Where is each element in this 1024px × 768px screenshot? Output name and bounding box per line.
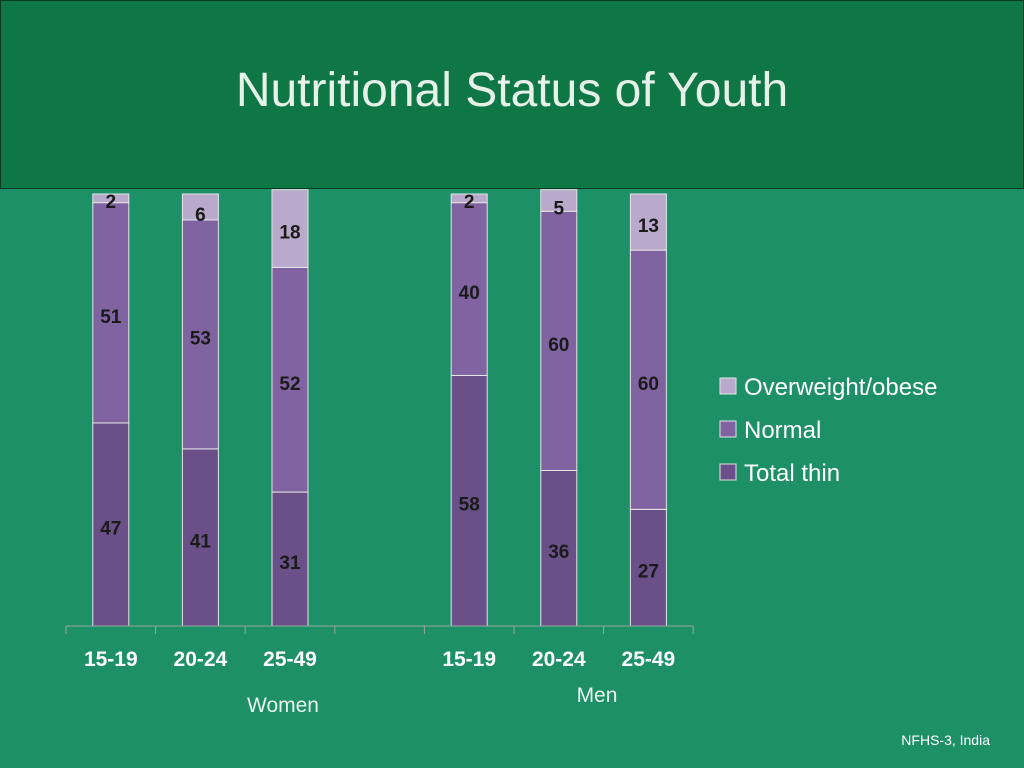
group-label-women: Women <box>247 694 319 717</box>
bar-segment-normal-5 <box>540 210 578 471</box>
x-tick-label: 20-24 <box>532 648 586 671</box>
legend-swatch-overweight-obese <box>719 377 737 395</box>
data-label: 60 <box>638 374 659 395</box>
bar-segment-overweight-obese-1 <box>181 193 219 221</box>
title-bar: Nutritional Status of Youth <box>0 0 1024 189</box>
x-tick-label: 15-19 <box>84 648 138 671</box>
group-label-men: Men <box>577 684 618 707</box>
data-label: 51 <box>100 307 122 328</box>
bar-segment-overweight-obese-6 <box>629 193 667 251</box>
bar-segment-overweight-obese-4 <box>450 193 488 204</box>
data-label: 40 <box>459 283 480 304</box>
x-tick-label: 25-49 <box>622 648 676 671</box>
data-label: 27 <box>638 562 659 583</box>
legend-swatch-normal <box>719 420 737 438</box>
bar-segment-total-thin-4 <box>450 374 488 627</box>
bar-segment-overweight-obese-0 <box>92 193 130 204</box>
data-label: 41 <box>190 531 212 552</box>
bar-segment-overweight-obese-2 <box>271 189 309 268</box>
data-label: 60 <box>548 335 569 356</box>
bar-segment-total-thin-2 <box>271 491 309 627</box>
data-label: 2 <box>464 192 475 213</box>
x-tick-label: 15-19 <box>442 648 496 671</box>
bar-segment-total-thin-5 <box>540 469 578 627</box>
bar-segment-total-thin-6 <box>629 508 667 627</box>
bar-segment-overweight-obese-5 <box>540 189 578 212</box>
legend-label-normal: Normal <box>744 417 821 444</box>
page-title: Nutritional Status of Youth <box>235 64 789 117</box>
bar-segment-normal-0 <box>92 202 130 424</box>
data-label: 18 <box>279 223 300 244</box>
legend-swatch-total-thin <box>719 463 737 481</box>
x-tick-label: 20-24 <box>174 648 228 671</box>
data-label: 5 <box>554 198 565 219</box>
data-label: 53 <box>190 328 211 349</box>
data-label: 6 <box>195 205 206 226</box>
x-tick-label: 25-49 <box>263 648 317 671</box>
bar-segment-normal-4 <box>450 202 488 376</box>
data-label: 13 <box>638 216 659 237</box>
data-label: 58 <box>459 495 480 516</box>
bar-segment-normal-6 <box>629 249 667 510</box>
legend-label-total-thin: Total thin <box>744 460 840 487</box>
bar-segment-normal-1 <box>181 219 219 450</box>
data-label: 31 <box>279 553 301 574</box>
source-note: NFHS-3, India <box>901 732 990 748</box>
data-label: 2 <box>106 192 117 213</box>
legend-label-overweight-obese: Overweight/obese <box>744 374 937 401</box>
data-label: 47 <box>100 518 121 539</box>
data-label: 52 <box>279 374 300 395</box>
data-label: 36 <box>548 542 569 563</box>
